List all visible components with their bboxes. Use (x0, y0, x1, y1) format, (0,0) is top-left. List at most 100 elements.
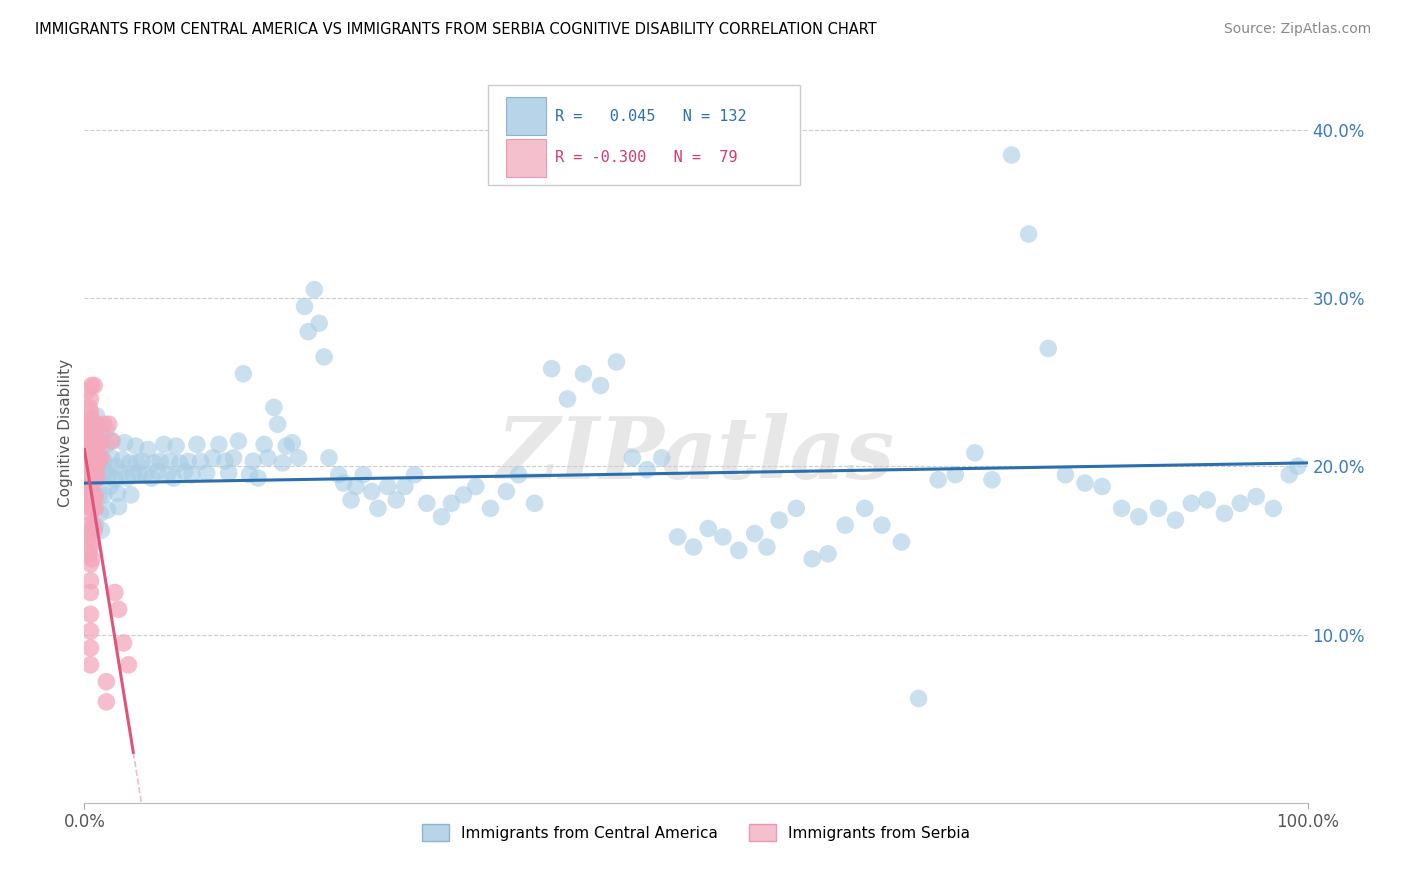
Point (853, 501, 876, 516)
Point (266, 417, 288, 432)
Point (605, 355, 627, 369)
Point (77, 484, 100, 499)
Point (80, 412, 103, 426)
Point (1128, 509, 1150, 524)
Point (1000, 148, 1022, 162)
Point (416, 496, 439, 510)
Text: ZIPatlas: ZIPatlas (496, 413, 896, 497)
Point (159, 454, 181, 468)
Point (89, 507, 111, 521)
Point (146, 464, 169, 478)
Point (464, 479, 486, 493)
Point (80, 551, 103, 566)
Point (1111, 501, 1133, 516)
Point (153, 437, 176, 451)
Point (82, 417, 104, 432)
Point (90, 523, 112, 537)
Point (218, 466, 240, 480)
Point (83, 378, 105, 392)
Point (540, 361, 562, 376)
Point (1286, 459, 1309, 474)
Point (430, 509, 453, 524)
Point (228, 434, 250, 448)
Point (77, 462, 100, 476)
Point (96, 437, 118, 451)
Point (77, 496, 100, 510)
FancyBboxPatch shape (506, 97, 546, 136)
Point (253, 437, 276, 451)
Point (768, 513, 790, 527)
Point (80, 378, 103, 392)
Point (785, 501, 807, 516)
Point (77, 518, 100, 533)
Point (89, 442, 111, 457)
Point (479, 501, 502, 516)
Point (77, 450, 100, 465)
Point (93, 417, 115, 432)
Point (453, 488, 475, 502)
Point (169, 456, 191, 470)
Point (84, 473, 107, 487)
Point (86, 456, 108, 470)
Point (177, 454, 200, 468)
Point (80, 467, 103, 482)
Point (93, 454, 115, 468)
Point (208, 437, 231, 451)
Point (98, 479, 121, 493)
Y-axis label: Cognitive Disability: Cognitive Disability (58, 359, 73, 507)
Point (394, 479, 416, 493)
Point (79, 473, 101, 487)
Point (1197, 492, 1219, 507)
Point (943, 467, 966, 482)
Point (1074, 476, 1097, 491)
Point (890, 535, 912, 549)
Point (817, 547, 839, 561)
Point (801, 551, 824, 566)
Point (190, 454, 212, 468)
Point (79, 417, 101, 432)
Point (97, 467, 120, 482)
Point (120, 488, 142, 502)
Point (112, 636, 135, 650)
Point (82, 467, 104, 482)
Point (77, 417, 100, 432)
Point (1054, 467, 1077, 482)
Point (340, 492, 363, 507)
Point (666, 530, 689, 544)
Point (122, 467, 145, 482)
Point (360, 484, 382, 499)
Point (86, 409, 108, 423)
Point (1213, 507, 1236, 521)
Point (83, 490, 105, 504)
Point (77, 467, 100, 482)
Point (82, 434, 104, 448)
Point (87, 439, 110, 453)
Point (79, 405, 101, 419)
Point (93, 488, 115, 502)
Point (727, 543, 749, 558)
Point (82, 442, 104, 457)
Point (135, 467, 157, 482)
Point (97, 417, 120, 432)
Legend: Immigrants from Central America, Immigrants from Serbia: Immigrants from Central America, Immigra… (415, 818, 977, 847)
Point (80, 535, 103, 549)
Point (79, 507, 101, 521)
Point (79, 523, 101, 537)
Point (156, 467, 179, 482)
Point (84, 501, 107, 516)
Point (186, 437, 208, 451)
Point (80, 450, 103, 465)
Point (141, 471, 163, 485)
Point (90, 434, 112, 448)
Point (79, 479, 101, 493)
Point (87, 434, 110, 448)
Point (87, 490, 110, 504)
Text: R = -0.300   N =  79: R = -0.300 N = 79 (555, 150, 738, 165)
Point (927, 473, 949, 487)
Point (82, 484, 104, 499)
Point (100, 450, 122, 465)
Point (636, 462, 658, 476)
Point (82, 459, 104, 474)
Point (87, 456, 110, 470)
Point (96, 695, 118, 709)
